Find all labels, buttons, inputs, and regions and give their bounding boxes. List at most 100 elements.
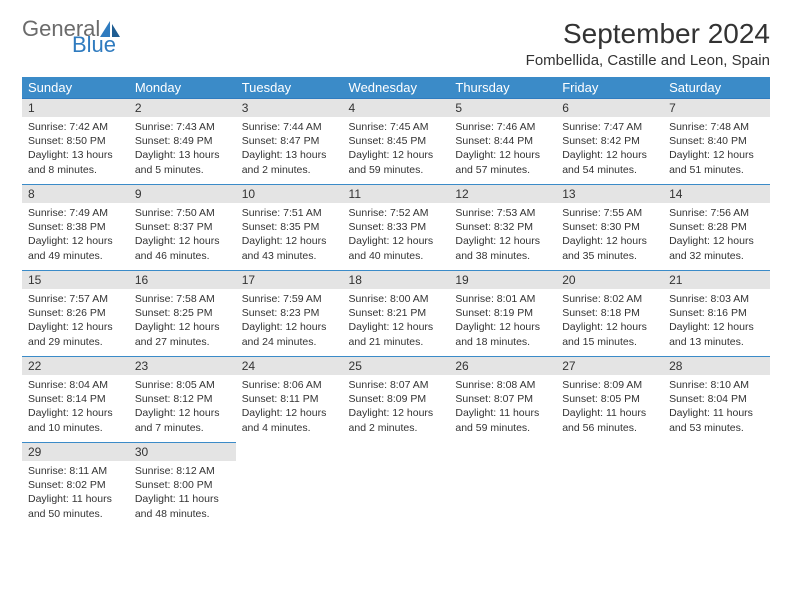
day-body: Sunrise: 8:08 AMSunset: 8:07 PMDaylight:…	[449, 375, 556, 441]
calendar-day-cell: 29Sunrise: 8:11 AMSunset: 8:02 PMDayligh…	[22, 443, 129, 529]
sunset-text: Sunset: 8:19 PM	[455, 306, 550, 320]
daylight-text: Daylight: 12 hours and 51 minutes.	[669, 148, 764, 176]
calendar-day-cell: 26Sunrise: 8:08 AMSunset: 8:07 PMDayligh…	[449, 357, 556, 443]
sunrise-text: Sunrise: 7:42 AM	[28, 120, 123, 134]
day-number: 16	[129, 271, 236, 289]
day-body: Sunrise: 7:45 AMSunset: 8:45 PMDaylight:…	[343, 117, 450, 183]
daylight-text: Daylight: 13 hours and 2 minutes.	[242, 148, 337, 176]
calendar-week-row: 29Sunrise: 8:11 AMSunset: 8:02 PMDayligh…	[22, 443, 770, 529]
sunset-text: Sunset: 8:47 PM	[242, 134, 337, 148]
day-number: 9	[129, 185, 236, 203]
day-body: Sunrise: 7:56 AMSunset: 8:28 PMDaylight:…	[663, 203, 770, 269]
calendar-day-cell: 25Sunrise: 8:07 AMSunset: 8:09 PMDayligh…	[343, 357, 450, 443]
day-body: Sunrise: 7:57 AMSunset: 8:26 PMDaylight:…	[22, 289, 129, 355]
calendar-day-cell: 1Sunrise: 7:42 AMSunset: 8:50 PMDaylight…	[22, 99, 129, 185]
sunset-text: Sunset: 8:21 PM	[349, 306, 444, 320]
calendar-day-cell: 24Sunrise: 8:06 AMSunset: 8:11 PMDayligh…	[236, 357, 343, 443]
daylight-text: Daylight: 12 hours and 13 minutes.	[669, 320, 764, 348]
sunrise-text: Sunrise: 8:04 AM	[28, 378, 123, 392]
day-body: Sunrise: 7:49 AMSunset: 8:38 PMDaylight:…	[22, 203, 129, 269]
day-number: 6	[556, 99, 663, 117]
day-number: 23	[129, 357, 236, 375]
day-number: 26	[449, 357, 556, 375]
day-number: 19	[449, 271, 556, 289]
daylight-text: Daylight: 12 hours and 32 minutes.	[669, 234, 764, 262]
day-number: 22	[22, 357, 129, 375]
daylight-text: Daylight: 11 hours and 53 minutes.	[669, 406, 764, 434]
day-body: Sunrise: 7:58 AMSunset: 8:25 PMDaylight:…	[129, 289, 236, 355]
title-block: September 2024 Fombellida, Castille and …	[526, 18, 770, 69]
sunset-text: Sunset: 8:33 PM	[349, 220, 444, 234]
sunset-text: Sunset: 8:38 PM	[28, 220, 123, 234]
day-body: Sunrise: 7:51 AMSunset: 8:35 PMDaylight:…	[236, 203, 343, 269]
day-number: 5	[449, 99, 556, 117]
day-number: 17	[236, 271, 343, 289]
sunrise-text: Sunrise: 8:06 AM	[242, 378, 337, 392]
sunrise-text: Sunrise: 7:45 AM	[349, 120, 444, 134]
daylight-text: Daylight: 13 hours and 8 minutes.	[28, 148, 123, 176]
location-text: Fombellida, Castille and Leon, Spain	[526, 52, 770, 69]
sunrise-text: Sunrise: 7:49 AM	[28, 206, 123, 220]
weekday-header: Saturday	[663, 77, 770, 99]
calendar-day-cell: 27Sunrise: 8:09 AMSunset: 8:05 PMDayligh…	[556, 357, 663, 443]
sunrise-text: Sunrise: 7:53 AM	[455, 206, 550, 220]
daylight-text: Daylight: 12 hours and 21 minutes.	[349, 320, 444, 348]
sunset-text: Sunset: 8:32 PM	[455, 220, 550, 234]
calendar-day-cell: 8Sunrise: 7:49 AMSunset: 8:38 PMDaylight…	[22, 185, 129, 271]
sunset-text: Sunset: 8:18 PM	[562, 306, 657, 320]
day-body: Sunrise: 7:46 AMSunset: 8:44 PMDaylight:…	[449, 117, 556, 183]
daylight-text: Daylight: 11 hours and 59 minutes.	[455, 406, 550, 434]
weekday-header: Monday	[129, 77, 236, 99]
daylight-text: Daylight: 11 hours and 48 minutes.	[135, 492, 230, 520]
sunset-text: Sunset: 8:26 PM	[28, 306, 123, 320]
weekday-header: Thursday	[449, 77, 556, 99]
sunset-text: Sunset: 8:05 PM	[562, 392, 657, 406]
calendar-day-cell	[556, 443, 663, 529]
calendar-day-cell: 28Sunrise: 8:10 AMSunset: 8:04 PMDayligh…	[663, 357, 770, 443]
sunset-text: Sunset: 8:49 PM	[135, 134, 230, 148]
month-title: September 2024	[526, 18, 770, 50]
sunrise-text: Sunrise: 7:44 AM	[242, 120, 337, 134]
sunset-text: Sunset: 8:12 PM	[135, 392, 230, 406]
sunset-text: Sunset: 8:44 PM	[455, 134, 550, 148]
day-number: 11	[343, 185, 450, 203]
daylight-text: Daylight: 12 hours and 7 minutes.	[135, 406, 230, 434]
calendar-day-cell: 30Sunrise: 8:12 AMSunset: 8:00 PMDayligh…	[129, 443, 236, 529]
weekday-header-row: Sunday Monday Tuesday Wednesday Thursday…	[22, 77, 770, 99]
calendar-day-cell: 16Sunrise: 7:58 AMSunset: 8:25 PMDayligh…	[129, 271, 236, 357]
sunset-text: Sunset: 8:11 PM	[242, 392, 337, 406]
calendar-day-cell: 11Sunrise: 7:52 AMSunset: 8:33 PMDayligh…	[343, 185, 450, 271]
day-body: Sunrise: 8:01 AMSunset: 8:19 PMDaylight:…	[449, 289, 556, 355]
sunset-text: Sunset: 8:23 PM	[242, 306, 337, 320]
daylight-text: Daylight: 11 hours and 56 minutes.	[562, 406, 657, 434]
sunrise-text: Sunrise: 7:58 AM	[135, 292, 230, 306]
day-number: 14	[663, 185, 770, 203]
sunset-text: Sunset: 8:16 PM	[669, 306, 764, 320]
calendar-day-cell: 20Sunrise: 8:02 AMSunset: 8:18 PMDayligh…	[556, 271, 663, 357]
sunset-text: Sunset: 8:30 PM	[562, 220, 657, 234]
daylight-text: Daylight: 12 hours and 40 minutes.	[349, 234, 444, 262]
logo-text-blue: Blue	[72, 34, 124, 56]
day-body: Sunrise: 8:12 AMSunset: 8:00 PMDaylight:…	[129, 461, 236, 527]
daylight-text: Daylight: 12 hours and 54 minutes.	[562, 148, 657, 176]
sunrise-text: Sunrise: 8:03 AM	[669, 292, 764, 306]
daylight-text: Daylight: 12 hours and 15 minutes.	[562, 320, 657, 348]
sunset-text: Sunset: 8:42 PM	[562, 134, 657, 148]
calendar-day-cell: 23Sunrise: 8:05 AMSunset: 8:12 PMDayligh…	[129, 357, 236, 443]
day-number: 13	[556, 185, 663, 203]
day-body: Sunrise: 8:03 AMSunset: 8:16 PMDaylight:…	[663, 289, 770, 355]
calendar-day-cell	[343, 443, 450, 529]
daylight-text: Daylight: 12 hours and 38 minutes.	[455, 234, 550, 262]
day-body: Sunrise: 8:09 AMSunset: 8:05 PMDaylight:…	[556, 375, 663, 441]
calendar-day-cell	[663, 443, 770, 529]
day-number: 2	[129, 99, 236, 117]
day-number: 15	[22, 271, 129, 289]
day-body: Sunrise: 7:52 AMSunset: 8:33 PMDaylight:…	[343, 203, 450, 269]
day-number: 30	[129, 443, 236, 461]
day-body: Sunrise: 8:02 AMSunset: 8:18 PMDaylight:…	[556, 289, 663, 355]
day-number: 24	[236, 357, 343, 375]
day-body: Sunrise: 7:42 AMSunset: 8:50 PMDaylight:…	[22, 117, 129, 183]
sunrise-text: Sunrise: 8:00 AM	[349, 292, 444, 306]
day-body: Sunrise: 7:50 AMSunset: 8:37 PMDaylight:…	[129, 203, 236, 269]
sunrise-text: Sunrise: 7:52 AM	[349, 206, 444, 220]
